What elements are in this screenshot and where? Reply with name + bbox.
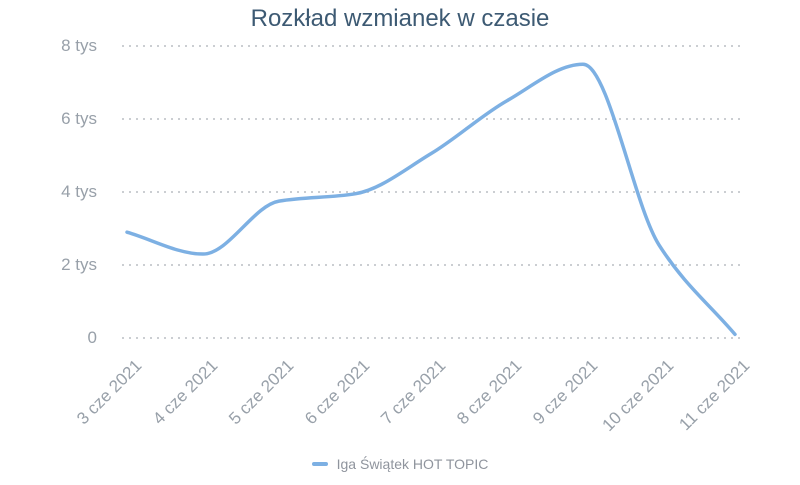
- legend-line-marker: [311, 462, 328, 466]
- chart-title: Rozkład wzmianek w czasie: [250, 5, 550, 32]
- y-tick-label: 0: [87, 328, 97, 347]
- y-tick-label: 2 tys: [61, 255, 97, 274]
- y-tick-label: 4 tys: [61, 182, 97, 201]
- series-line-iga-swiatek[interactable]: [125, 62, 737, 337]
- legend-item-iga-swiatek[interactable]: Iga Świątek HOT TOPIC: [311, 456, 489, 472]
- y-tick-label: 8 tys: [61, 36, 97, 55]
- legend-label: Iga Świątek HOT TOPIC: [336, 456, 489, 472]
- y-tick-label: 6 tys: [61, 109, 97, 128]
- legend: Iga Świątek HOT TOPIC: [0, 456, 800, 472]
